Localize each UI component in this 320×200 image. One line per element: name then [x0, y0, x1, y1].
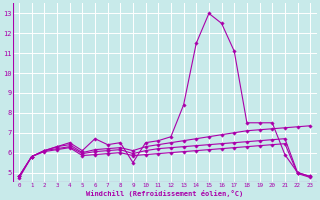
X-axis label: Windchill (Refroidissement éolien,°C): Windchill (Refroidissement éolien,°C)	[86, 190, 243, 197]
